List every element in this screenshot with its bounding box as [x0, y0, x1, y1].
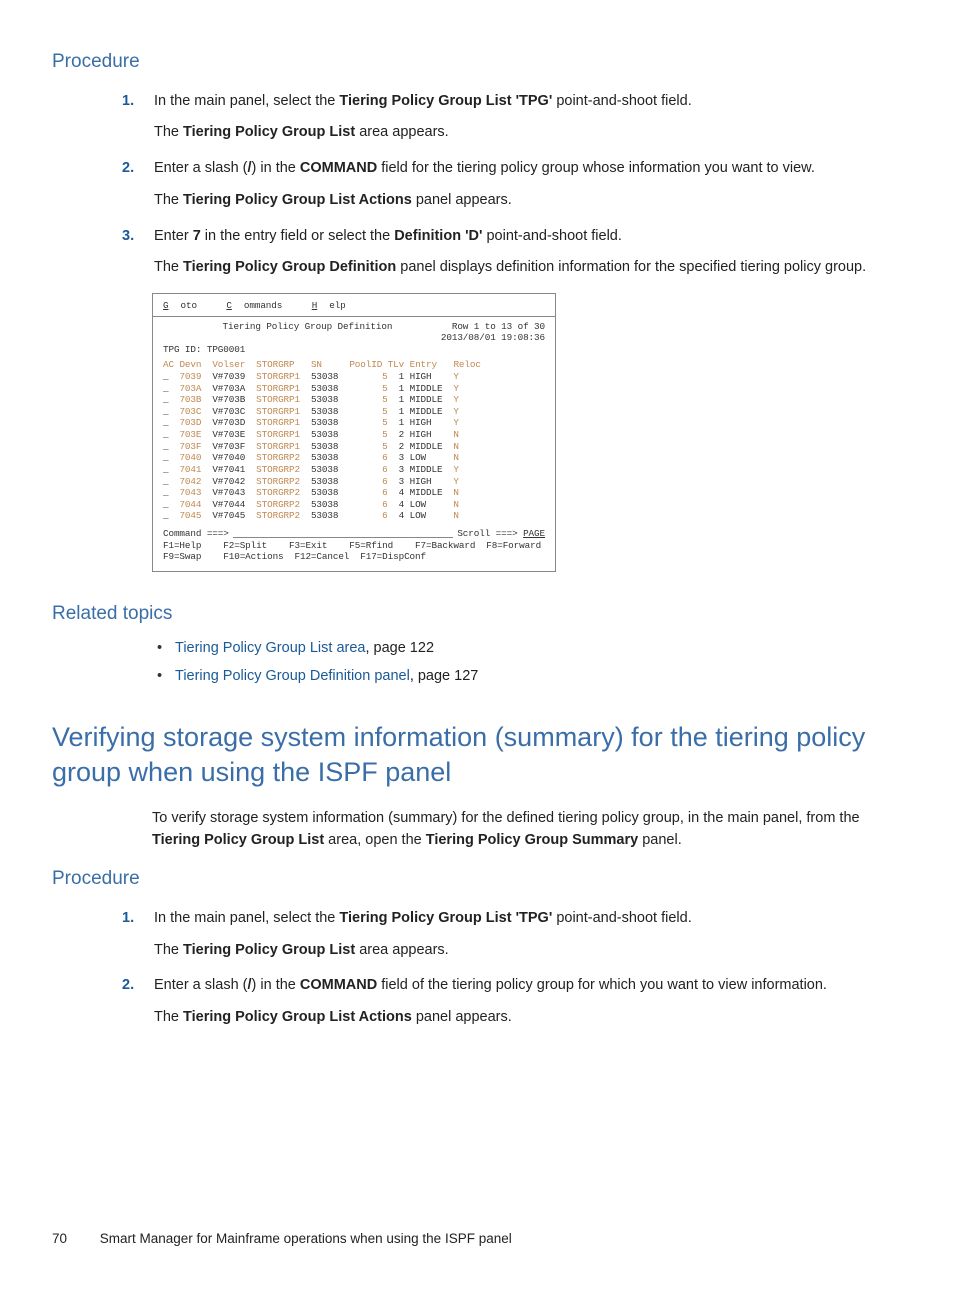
related-link-2[interactable]: Tiering Policy Group Definition panel — [175, 668, 410, 684]
step-result: The Tiering Policy Group Definition pane… — [154, 257, 902, 279]
step-result: The Tiering Policy Group List area appea… — [154, 122, 902, 144]
related-topics-list: Tiering Policy Group List area, page 122… — [157, 638, 902, 688]
related-link-1[interactable]: Tiering Policy Group List area — [175, 640, 365, 656]
related-item: Tiering Policy Group List area, page 122 — [157, 638, 902, 660]
step-text: Enter a slash (/) in the COMMAND field f… — [154, 158, 902, 180]
step-result: The Tiering Policy Group List Actions pa… — [154, 190, 902, 212]
terminal-table: AC Devn Volser STORGRP SN PoolID TLv Ent… — [163, 359, 545, 522]
section-heading: Verifying storage system information (su… — [52, 720, 902, 790]
procedure-heading-2: Procedure — [52, 865, 902, 894]
step-2-1: 1. In the main panel, select the Tiering… — [122, 908, 902, 962]
command-label: Command ===> — [163, 528, 229, 540]
step-num: 2. — [122, 158, 134, 180]
step-1-1: 1. In the main panel, select the Tiering… — [122, 91, 902, 145]
terminal-panel: Goto Commands Help Tiering Policy Group … — [152, 293, 556, 572]
step-num: 3. — [122, 226, 134, 248]
terminal-title-row: Tiering Policy Group Definition Row 1 to… — [163, 321, 545, 333]
page-footer: 70 Smart Manager for Mainframe operation… — [52, 1229, 902, 1249]
step-text: Enter 7 in the entry field or select the… — [154, 226, 902, 248]
page-number: 70 — [52, 1229, 96, 1249]
footer-text: Smart Manager for Mainframe operations w… — [100, 1231, 512, 1246]
terminal-menu: Goto Commands Help — [163, 300, 545, 312]
step-1-3: 3. Enter 7 in the entry field or select … — [122, 226, 902, 280]
step-result: The Tiering Policy Group List Actions pa… — [154, 1007, 902, 1029]
step-text: In the main panel, select the Tiering Po… — [154, 91, 902, 113]
fkeys-line-2: F9=Swap F10=Actions F12=Cancel F17=DispC… — [163, 551, 545, 563]
command-input-line — [233, 528, 454, 538]
terminal-row-info: Row 1 to 13 of 30 — [452, 321, 545, 333]
procedure-heading-1: Procedure — [52, 48, 902, 77]
menu-goto: Goto — [163, 300, 209, 311]
related-topics-heading: Related topics — [52, 600, 902, 629]
fkeys-line-1: F1=Help F2=Split F3=Exit F5=Rfind F7=Bac… — [163, 540, 545, 552]
related-item: Tiering Policy Group Definition panel, p… — [157, 666, 902, 688]
step-num: 1. — [122, 908, 134, 930]
terminal-title: Tiering Policy Group Definition — [163, 321, 452, 333]
step-num: 1. — [122, 91, 134, 113]
step-text: Enter a slash (/) in the COMMAND field o… — [154, 975, 902, 997]
step-2-2: 2. Enter a slash (/) in the COMMAND fiel… — [122, 975, 902, 1029]
command-row: Command ===> Scroll ===> PAGE — [163, 528, 545, 540]
terminal-timestamp: 2013/08/01 19:08:36 — [163, 332, 545, 344]
tpg-id-line: TPG ID: TPG0001 — [163, 344, 545, 356]
section-intro: To verify storage system information (su… — [152, 808, 902, 852]
steps-list-1: 1. In the main panel, select the Tiering… — [122, 91, 902, 280]
step-1-2: 2. Enter a slash (/) in the COMMAND fiel… — [122, 158, 902, 212]
step-result: The Tiering Policy Group List area appea… — [154, 940, 902, 962]
menu-help: Help — [312, 300, 358, 311]
step-text: In the main panel, select the Tiering Po… — [154, 908, 902, 930]
step-num: 2. — [122, 975, 134, 997]
steps-list-2: 1. In the main panel, select the Tiering… — [122, 908, 902, 1029]
menu-commands: Commands — [226, 300, 294, 311]
scroll-label: Scroll ===> PAGE — [457, 528, 545, 540]
